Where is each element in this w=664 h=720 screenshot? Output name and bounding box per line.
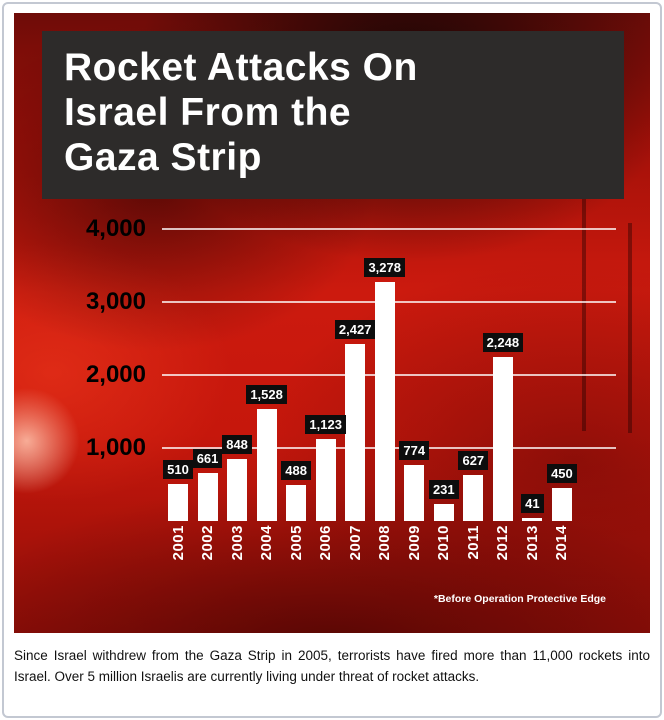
bar-value-label: 627 <box>458 451 489 471</box>
y-axis-label: 1,000 <box>85 434 146 461</box>
y-axis-label: 4,000 <box>85 215 146 242</box>
bar-column: 450 <box>547 229 577 521</box>
bar-value-label: 774 <box>399 440 430 460</box>
page-title-line: Rocket Attacks On <box>64 46 418 89</box>
bar <box>404 464 425 521</box>
bar <box>463 475 484 521</box>
bar <box>551 488 572 521</box>
bar-value-label: 231 <box>428 480 459 500</box>
x-axis-label: 2003 <box>228 525 246 561</box>
x-axis-label: 2005 <box>287 525 305 561</box>
bar <box>197 472 218 521</box>
bar-value-label: 848 <box>222 435 252 455</box>
title-block: Rocket Attacks On Israel From the Gaza S… <box>42 31 624 199</box>
bar-value-label: 488 <box>281 461 311 481</box>
x-axis-label: 2002 <box>199 525 217 561</box>
bar <box>374 281 395 521</box>
bar <box>227 459 248 521</box>
bar <box>286 485 307 521</box>
bar-column: 2,427 <box>334 229 376 521</box>
x-axis-label: 2013 <box>523 525 541 561</box>
gridline <box>162 228 616 230</box>
chart-footnote: *Before Operation Protective Edge <box>433 593 606 605</box>
bar-value-label: 3,278 <box>364 257 405 277</box>
bar-column: 3,278 <box>364 229 405 521</box>
bar-column: 848 <box>222 229 252 521</box>
bars: 510 661 848 1,528 488 1,123 2,427 3,278 774 231 62… <box>163 229 577 521</box>
bar-column: 231 <box>428 229 459 521</box>
bar-value-label: 41 <box>521 494 544 514</box>
bar <box>492 356 513 521</box>
bar <box>433 504 454 521</box>
y-axis-label: 3,000 <box>85 288 146 315</box>
x-axis-label: 2001 <box>169 525 187 561</box>
bar-value-label: 2,427 <box>334 319 376 339</box>
page-title-line: Israel From the <box>64 91 352 135</box>
streetlight-silhouette <box>582 181 586 431</box>
y-axis-label: 2,000 <box>85 361 146 388</box>
x-axis-label: 2008 <box>376 525 394 561</box>
bar-column: 774 <box>399 229 430 521</box>
bar-column: 2,248 <box>482 229 524 521</box>
bar-column: 488 <box>281 229 311 521</box>
caption-text: Since Israel withdrew from the Gaza Stri… <box>14 648 650 684</box>
bar-column: 1,528 <box>246 229 287 521</box>
bar-column: 661 <box>192 229 223 521</box>
bar-value-label: 510 <box>163 459 193 479</box>
bar-value-label: 1,528 <box>246 385 287 405</box>
x-axis-label: 2009 <box>405 525 423 561</box>
infographic: Rocket Attacks On Israel From the Gaza S… <box>14 13 650 633</box>
bar <box>168 483 188 521</box>
x-axis-label: 2012 <box>494 525 512 561</box>
page-title-line: Gaza Strip <box>64 136 262 180</box>
bar-column: 510 <box>163 229 193 521</box>
bar-column: 1,123 <box>305 229 346 521</box>
x-axis-label: 2014 <box>553 525 571 561</box>
bar-value-label: 2,248 <box>482 332 524 352</box>
year-labels: 2001 2002 2003 2004 2005 2006 2007 2008 2009 2010… <box>168 525 572 587</box>
bar <box>522 518 543 521</box>
plot-area: 510 661 848 1,528 488 1,123 2,427 3,278 774 231 62… <box>162 228 616 521</box>
bar-value-label: 661 <box>192 448 223 468</box>
bar-column: 41 <box>521 229 544 521</box>
bar <box>315 439 336 521</box>
x-axis-label: 2006 <box>317 525 335 561</box>
streetlight-silhouette <box>628 223 632 433</box>
bar <box>345 343 366 521</box>
bar-column: 627 <box>458 229 489 521</box>
x-axis-label: 2004 <box>258 525 276 561</box>
bar-value-label: 1,123 <box>305 415 346 435</box>
x-axis-label: 2007 <box>346 525 364 561</box>
bar <box>256 409 277 521</box>
x-axis-label: 2011 <box>464 525 482 560</box>
bar-value-label: 450 <box>547 464 577 484</box>
x-axis-label: 2010 <box>435 525 453 561</box>
